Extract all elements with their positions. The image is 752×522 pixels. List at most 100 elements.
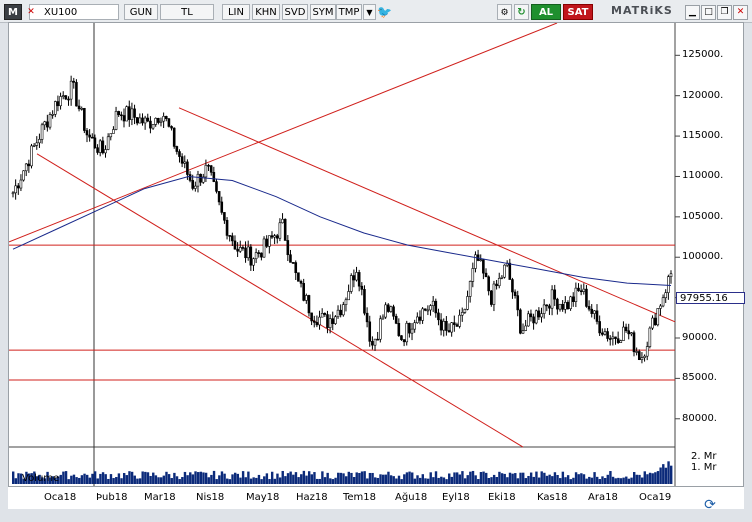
volume-bar [323, 477, 327, 484]
volume-bar [302, 470, 306, 484]
candle-body [275, 235, 279, 239]
sym-button[interactable]: SYM [310, 4, 336, 20]
price-chart[interactable]: 125000. 120000. 115000. 110000. 105000. 10000… [8, 22, 745, 487]
candle-body [114, 111, 118, 130]
volume-bar [307, 471, 311, 484]
volume-bar [543, 472, 546, 484]
candle-body [217, 191, 221, 203]
candle-body [606, 331, 609, 339]
volume-bar [48, 477, 52, 484]
candle-body [56, 101, 60, 107]
khn-button[interactable]: KHN [252, 4, 280, 20]
toolbar: M XU100 ✕ GUN TL LIN KHN SVD SYM TMP ▼ 🐦… [0, 0, 752, 23]
volume-bar [411, 472, 414, 484]
candle-body [40, 124, 44, 140]
candle-body [463, 309, 467, 313]
restore-icon[interactable]: ❐ [717, 5, 732, 20]
volume-bar [144, 471, 147, 484]
candle-body [109, 133, 113, 138]
candle-body [310, 312, 313, 322]
refresh-icon[interactable]: ↻ [514, 4, 529, 20]
volume-bar [78, 477, 81, 484]
candle-body [104, 149, 107, 154]
candle-body [106, 136, 110, 150]
candle-body [220, 201, 224, 213]
candle-body [336, 309, 340, 318]
volume-bar [640, 477, 644, 484]
candle-body [540, 313, 543, 318]
volume-bar [331, 479, 335, 484]
candle-body [566, 302, 570, 309]
volume-bar [445, 479, 448, 484]
candle-body [574, 287, 578, 302]
sell-button[interactable]: SAT [563, 4, 593, 20]
candle-body [630, 332, 633, 335]
volume-bar [545, 475, 549, 484]
candle-body [64, 95, 68, 100]
close-symbol-icon[interactable]: ✕ [27, 7, 35, 17]
volume-bar [276, 473, 279, 484]
candle-body [521, 330, 525, 334]
volume-bar [659, 467, 662, 484]
volume-bar [252, 477, 255, 484]
sync-icon[interactable]: ⟳ [704, 497, 716, 513]
tmp-button[interactable]: TMP [336, 4, 362, 20]
menu-button[interactable]: M [4, 4, 22, 20]
candle-body [127, 106, 131, 120]
candle-body [397, 323, 401, 336]
volume-bar [585, 478, 588, 484]
volume-bar [310, 474, 314, 484]
svd-button[interactable]: SVD [282, 4, 308, 20]
volume-bar [342, 473, 345, 484]
scale-button[interactable]: LIN [222, 4, 250, 20]
volume-bar [281, 470, 284, 484]
volume-bar [537, 477, 541, 484]
candle-body [299, 281, 303, 284]
candle-body [635, 351, 638, 353]
candle-body [408, 322, 411, 334]
symbol-field[interactable]: XU100 [29, 4, 119, 20]
volume-bar [257, 474, 261, 484]
time-label: Nis18 [196, 492, 225, 503]
volume-bar [93, 471, 97, 484]
period-button[interactable]: GUN [124, 4, 158, 20]
volume-bar [551, 476, 554, 484]
candle-body [93, 137, 97, 148]
volume-bar [548, 474, 551, 484]
candle-body [495, 283, 498, 287]
candle-body [188, 174, 192, 181]
maximize-icon[interactable]: □ [701, 5, 716, 20]
candle-body [14, 185, 17, 194]
volume-bar [300, 474, 303, 484]
candle-body [402, 339, 406, 343]
buy-button[interactable]: AL [531, 4, 561, 20]
volume-bar [122, 473, 126, 484]
candle-body [90, 136, 94, 139]
currency-button[interactable]: TL [160, 4, 214, 20]
twitter-icon[interactable]: 🐦 [377, 5, 392, 19]
close-window-icon[interactable]: ✕ [733, 5, 748, 20]
volume-bar [590, 477, 594, 484]
volume-bar [503, 473, 506, 484]
volume-bar [416, 475, 419, 484]
volume-bar [189, 472, 192, 484]
settings-icon[interactable]: ⚙ [497, 4, 512, 20]
candle-body [344, 299, 348, 305]
candle-body [16, 185, 20, 189]
falling-channel-line [36, 153, 524, 448]
price-tick-label: 125000. [682, 49, 724, 61]
candle-body [164, 116, 168, 119]
candle-body [101, 140, 105, 154]
volume-bar [91, 473, 94, 484]
price-tick-label: 85000. [682, 372, 717, 384]
volume-bar [226, 478, 229, 484]
candle-body [664, 292, 668, 299]
candle-body [357, 272, 361, 287]
volume-bar [133, 475, 136, 484]
dropdown-arrow-icon[interactable]: ▼ [363, 4, 376, 20]
candle-body [196, 173, 200, 187]
candle-body [585, 288, 588, 307]
volume-bar [27, 473, 31, 484]
candle-body [455, 324, 459, 327]
minimize-icon[interactable]: ▁ [685, 5, 700, 20]
